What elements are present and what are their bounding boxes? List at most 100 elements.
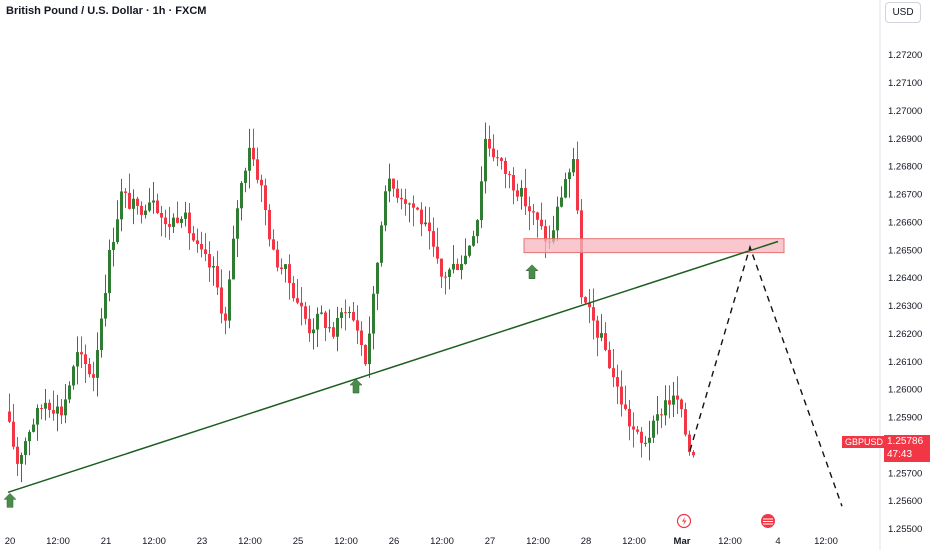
- time-tick-label: 12:00: [334, 536, 358, 547]
- drawings[interactable]: [3, 238, 843, 508]
- candle-bear: [304, 306, 307, 319]
- candle-bull: [652, 420, 655, 438]
- lightning-glyph-icon: [682, 517, 687, 526]
- projection-path[interactable]: [689, 244, 843, 507]
- candle-bear: [168, 224, 171, 227]
- price-tick-label: 1.27100: [888, 78, 922, 89]
- candle-bear: [52, 410, 55, 414]
- bar-countdown: 47:43: [887, 449, 913, 460]
- candle-bull: [572, 159, 575, 173]
- time-tick-label: 12:00: [622, 536, 646, 547]
- candle-bear: [164, 217, 167, 225]
- candle-bear: [420, 209, 423, 225]
- candle-bear: [192, 233, 195, 241]
- supply-zone[interactable]: [523, 238, 785, 254]
- candle-bear: [608, 349, 611, 369]
- candle-bear: [692, 452, 695, 456]
- candle-bear: [596, 320, 599, 338]
- candle-bull: [240, 182, 243, 209]
- candle-bear: [532, 211, 535, 213]
- candle-bear: [512, 174, 515, 191]
- candle-bull: [312, 329, 315, 334]
- candle-bull: [284, 264, 287, 270]
- candle-bear: [576, 159, 579, 211]
- price-tick-label: 1.26300: [888, 301, 922, 312]
- candle-bear: [516, 190, 519, 197]
- price-tick-label: 1.26400: [888, 273, 922, 284]
- candle-bear: [540, 219, 543, 227]
- time-tick-label: 12:00: [526, 536, 550, 547]
- candle-bear: [88, 364, 91, 375]
- candle-bull: [568, 172, 571, 180]
- candle-bear: [80, 352, 83, 355]
- price-tick-label: 1.25500: [888, 524, 922, 535]
- candle-bull: [384, 191, 387, 226]
- candle-bull: [464, 255, 467, 265]
- candle-bull: [336, 317, 339, 337]
- candle-bull: [76, 352, 79, 367]
- candle-bear: [276, 249, 279, 268]
- candle-bear: [344, 312, 347, 314]
- symbol-label: GBPUSD: [842, 436, 887, 448]
- event-icons[interactable]: [676, 513, 776, 529]
- price-tick-label: 1.26600: [888, 217, 922, 228]
- candle-bear: [136, 198, 139, 206]
- candle-bear: [688, 434, 691, 453]
- price-tick-label: 1.26500: [888, 245, 922, 256]
- candle-bull: [132, 198, 135, 209]
- time-axis[interactable]: 20 12:00 21 12:00 23 12:00 25 12:00 26 12:00 27 12:…: [5, 536, 838, 547]
- candle-bull: [368, 333, 371, 365]
- trendline[interactable]: [7, 240, 779, 494]
- candle-bull: [448, 269, 451, 277]
- candle-bear: [604, 333, 607, 350]
- candle-bear: [60, 406, 63, 416]
- candle-bear: [124, 191, 127, 193]
- up-arrow-marker-icon: [349, 378, 363, 394]
- candle-bull: [212, 266, 215, 268]
- candle-bear: [280, 267, 283, 270]
- time-tick-label: 12:00: [238, 536, 262, 547]
- candle-bull: [672, 395, 675, 405]
- candle-bull: [100, 318, 103, 351]
- candle-bull: [564, 179, 567, 198]
- candle-bear: [640, 431, 643, 443]
- candle-bull: [664, 400, 667, 416]
- candle-bear: [416, 207, 419, 210]
- currency-button[interactable]: USD: [885, 2, 921, 23]
- candle-bull: [340, 312, 343, 318]
- candle-bear: [544, 226, 547, 242]
- candle-bear: [84, 354, 87, 365]
- candle-bull: [372, 293, 375, 334]
- candle-bear: [436, 246, 439, 259]
- candle-bear: [208, 254, 211, 268]
- candle-bear: [216, 266, 219, 288]
- candle-bear: [224, 313, 227, 321]
- candle-bull: [148, 202, 151, 211]
- candle-bull: [644, 442, 647, 444]
- candle-bull: [24, 441, 27, 456]
- time-tick-label: 20: [5, 536, 16, 547]
- candle-bear: [440, 258, 443, 277]
- time-tick-label: Mar: [674, 536, 691, 547]
- candle-bull: [468, 245, 471, 256]
- candle-bull: [348, 312, 351, 314]
- price-tick-label: 1.26700: [888, 190, 922, 201]
- candle-bear: [352, 312, 355, 321]
- candle-bear: [400, 197, 403, 200]
- candle-bull: [116, 219, 119, 243]
- candle-bull: [600, 333, 603, 338]
- candles: [8, 122, 695, 483]
- candle-bull: [104, 293, 107, 319]
- candle-bull: [424, 222, 427, 225]
- candle-bear: [140, 205, 143, 215]
- price-tick-label: 1.26000: [888, 385, 922, 396]
- price-tick-label: 1.25600: [888, 496, 922, 507]
- price-axis[interactable]: 1.27200 1.27100 1.27000 1.26900 1.26800 1.267…: [888, 50, 922, 535]
- candle-bull: [96, 350, 99, 378]
- candle-bear: [580, 210, 583, 298]
- candle-bear: [624, 404, 627, 409]
- candle-bear: [200, 244, 203, 250]
- candle-bull: [232, 238, 235, 280]
